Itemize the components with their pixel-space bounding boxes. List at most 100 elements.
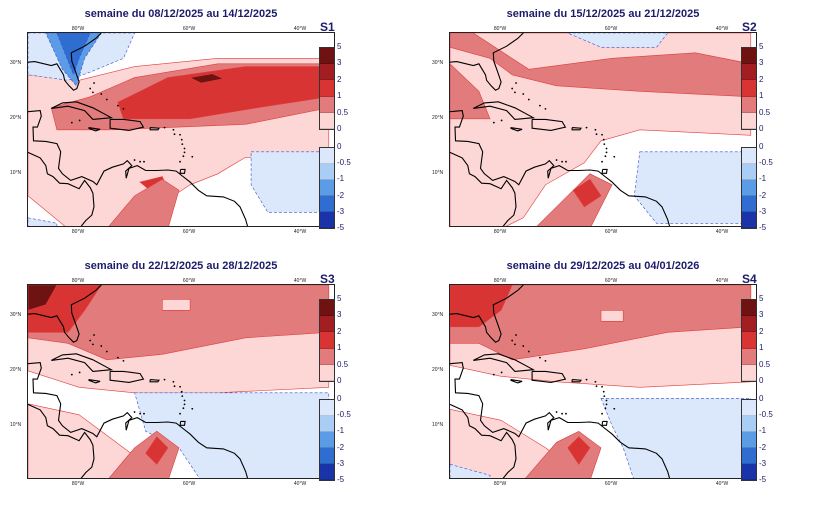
- colorbar-tick: -5: [337, 223, 345, 232]
- colorbar-tick: -0.5: [337, 410, 351, 420]
- colorbar-tick: -1: [337, 426, 345, 436]
- colorbar-swatch: [320, 80, 334, 97]
- colorbar-tick: -1: [759, 174, 767, 184]
- island: [511, 339, 514, 342]
- colorbar-negative: [319, 399, 335, 481]
- anomaly-region: [189, 73, 225, 84]
- island: [122, 360, 125, 362]
- island: [604, 155, 607, 158]
- lon-label-bottom: 80°W: [493, 229, 507, 235]
- colorbar-tick: 0: [759, 376, 764, 385]
- island: [163, 126, 166, 129]
- island: [100, 345, 103, 347]
- colorbar-swatch: [742, 400, 756, 416]
- lat-label-left: 10°N: [432, 421, 444, 428]
- island: [601, 160, 603, 163]
- colorbar-tick: -2: [337, 442, 345, 452]
- colorbar-tick: 2: [337, 74, 342, 84]
- lat-label-left: 10°N: [10, 421, 22, 428]
- island: [172, 380, 175, 383]
- coastline: [450, 151, 517, 226]
- colorbar-tick: 1: [759, 91, 764, 101]
- colorbar-swatch: [742, 112, 756, 129]
- island: [555, 159, 558, 161]
- island: [89, 339, 92, 342]
- anomaly-region: [28, 285, 58, 311]
- colorbar-tick: 3: [759, 58, 764, 68]
- panel-label: S3: [320, 272, 335, 286]
- island: [555, 411, 558, 413]
- island: [605, 403, 608, 406]
- colorbar-swatch: [320, 64, 334, 81]
- anomaly-region: [108, 178, 180, 226]
- island: [105, 98, 108, 101]
- island: [544, 108, 547, 110]
- colorbar-swatch: [742, 148, 756, 164]
- coastline: [571, 379, 583, 383]
- island: [139, 160, 142, 163]
- island: [585, 378, 588, 381]
- island: [183, 147, 186, 150]
- coastline: [450, 362, 671, 478]
- island: [191, 155, 194, 158]
- colorbar-swatch: [320, 96, 334, 113]
- colorbar-negative: [741, 147, 757, 229]
- anomaly-region: [633, 151, 752, 224]
- colorbar-tick: 0: [337, 142, 342, 151]
- island: [561, 412, 564, 415]
- map-area: [449, 32, 757, 227]
- colorbar-tick: 0.5: [337, 107, 349, 117]
- colorbar-tick: 5: [337, 42, 342, 51]
- island: [179, 160, 181, 163]
- anomaly-region: [567, 33, 668, 48]
- lon-label-bottom: 60°W: [182, 481, 196, 487]
- panel-title: semaine du 29/12/2025 au 04/01/2026: [506, 260, 700, 272]
- island: [182, 407, 185, 410]
- island: [544, 360, 547, 362]
- island: [595, 385, 598, 388]
- colorbar-swatch: [742, 164, 756, 180]
- panel-title: semaine du 08/12/2025 au 14/12/2025: [84, 8, 278, 20]
- island: [605, 399, 608, 402]
- colorbar-swatch: [742, 96, 756, 113]
- map-area: [27, 284, 335, 479]
- coastline: [531, 370, 567, 383]
- colorbar-tick: 0: [337, 376, 342, 385]
- colorbar-tick: 3: [337, 58, 342, 68]
- island: [191, 407, 194, 410]
- lon-label-top: 40°W: [715, 26, 729, 32]
- coastline: [28, 151, 95, 226]
- island: [92, 343, 94, 346]
- colorbar-swatch: [320, 300, 334, 317]
- colorbar-tick: -3: [759, 206, 767, 216]
- lon-label-bottom: 80°W: [71, 481, 85, 487]
- colorbar-positive: [319, 47, 335, 130]
- anomaly-region: [28, 217, 58, 226]
- colorbar-swatch: [742, 180, 756, 196]
- colorbar-negative: [319, 147, 335, 229]
- lon-label-bottom: 80°W: [493, 481, 507, 487]
- island: [514, 343, 516, 346]
- island: [602, 390, 605, 393]
- colorbar-swatch: [742, 416, 756, 432]
- island: [100, 93, 103, 95]
- anomaly-region: [250, 151, 330, 213]
- panel-label: S2: [742, 20, 757, 34]
- colorbar-tick: 0: [759, 142, 764, 151]
- coastline: [28, 110, 249, 226]
- colorbar-tick: 0: [337, 394, 342, 403]
- anomaly-region: [572, 178, 602, 208]
- colorbar-swatch: [742, 48, 756, 65]
- map-area: [27, 32, 335, 227]
- colorbar-swatch: [320, 364, 334, 381]
- colorbar-swatch: [320, 416, 334, 432]
- island: [511, 87, 514, 90]
- panel-label: S4: [742, 272, 757, 286]
- colorbar-positive: [741, 299, 757, 382]
- colorbar-swatch: [742, 196, 756, 212]
- lat-label-left: 20°N: [10, 114, 22, 121]
- lon-label-bottom: 80°W: [71, 229, 85, 235]
- colorbar-positive: [319, 299, 335, 382]
- lat-label-left: 10°N: [10, 169, 22, 176]
- island: [181, 143, 184, 145]
